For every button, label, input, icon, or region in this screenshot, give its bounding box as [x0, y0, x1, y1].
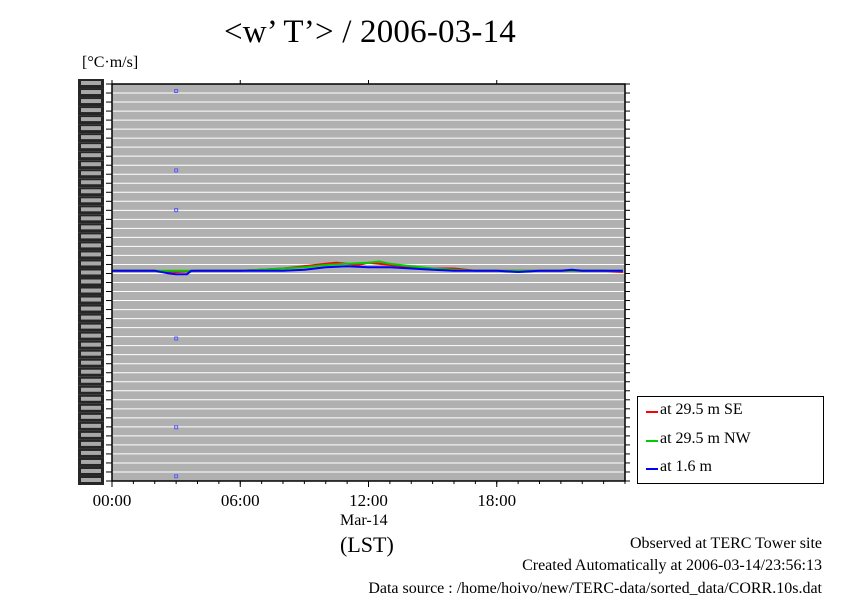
- footer-source: Data source : /home/hoivo/new/TERC-data/…: [368, 580, 822, 597]
- y-tick-label-clutter: [81, 135, 101, 140]
- y-tick-label-clutter: [81, 405, 101, 410]
- y-tick-labels: [78, 79, 104, 485]
- y-tick-label-clutter: [81, 81, 101, 85]
- y-tick-label-clutter: [81, 198, 101, 203]
- outlier-point: [174, 168, 179, 173]
- y-tick-label-clutter: [81, 207, 101, 212]
- y-tick-label-clutter: [81, 288, 101, 293]
- y-tick-label-clutter: [81, 342, 101, 347]
- y-tick-label-clutter: [81, 90, 101, 95]
- legend-swatch-nw: [646, 440, 658, 442]
- legend-swatch-se: [646, 411, 658, 413]
- y-tick-label-clutter: [81, 171, 101, 176]
- y-tick-label-clutter: [81, 270, 101, 275]
- y-tick-label-clutter: [81, 306, 101, 311]
- y-axis-unit-label: [°C·m/s]: [82, 54, 139, 71]
- y-tick-label-clutter: [81, 297, 101, 302]
- y-tick-label-clutter: [81, 423, 101, 428]
- y-tick-label-clutter: [81, 315, 101, 320]
- outlier-points: [174, 89, 179, 479]
- y-tick-label-clutter: [81, 333, 101, 338]
- y-tick-label-clutter: [81, 189, 101, 194]
- y-tick-label-clutter: [81, 387, 101, 392]
- y-tick-label-clutter: [81, 225, 101, 230]
- plot-frame: [111, 83, 626, 482]
- y-tick-label-clutter: [81, 153, 101, 158]
- x-tick-label: 18:00: [477, 491, 516, 510]
- y-tick-label-clutter: [81, 432, 101, 437]
- outlier-point: [174, 425, 179, 430]
- outlier-point: [174, 474, 179, 479]
- y-tick-label-clutter: [81, 478, 101, 482]
- y-tick-label-clutter: [81, 396, 101, 401]
- y-tick-label-clutter: [81, 126, 101, 131]
- y-tick-label-clutter: [81, 369, 101, 374]
- y-tick-label-clutter: [81, 234, 101, 239]
- y-tick-label-clutter: [81, 216, 101, 221]
- x-axis-date-label: Mar-14: [340, 512, 388, 529]
- chart-title: <w’ T’> / 2006-03-14: [223, 14, 517, 50]
- y-tick-label-clutter: [81, 99, 101, 104]
- y-tick-label-clutter: [81, 324, 101, 329]
- y-tick-label-clutter: [81, 351, 101, 356]
- legend-label-1-6m: at 1.6 m: [660, 458, 712, 475]
- y-tick-label-clutter: [81, 108, 101, 113]
- footer-created: Created Automatically at 2006-03-14/23:5…: [522, 557, 822, 574]
- x-tick-label: 12:00: [349, 491, 388, 510]
- y-tick-label-clutter: [81, 378, 101, 383]
- y-tick-label-clutter: [81, 243, 101, 248]
- axis-ticks: [106, 80, 630, 487]
- y-tick-label-clutter: [81, 252, 101, 257]
- footer-observed: Observed at TERC Tower site: [629, 535, 822, 552]
- x-axis-label: (LST): [340, 532, 394, 557]
- y-tick-label-clutter: [81, 180, 101, 185]
- y-tick-label-clutter: [81, 144, 101, 149]
- x-tick-labels: 00:00 06:00 12:00 18:00: [93, 491, 516, 510]
- series-line: [112, 265, 623, 276]
- y-tick-label-clutter: [81, 261, 101, 266]
- y-tick-label-clutter: [81, 360, 101, 365]
- y-tick-label-clutter: [81, 459, 101, 464]
- outlier-point: [174, 336, 179, 341]
- x-tick-label: 06:00: [221, 491, 260, 510]
- legend-swatch-1-6m: [646, 468, 658, 470]
- y-tick-label-clutter: [81, 450, 101, 455]
- x-tick-label: 00:00: [93, 491, 132, 510]
- y-tick-label-clutter: [81, 468, 101, 473]
- y-tick-label-clutter: [81, 117, 101, 122]
- legend: at 29.5 m SE at 29.5 m NW at 1.6 m: [637, 396, 824, 484]
- legend-label-se: at 29.5 m SE: [660, 401, 743, 418]
- y-tick-label-clutter: [81, 162, 101, 167]
- y-tick-label-clutter: [81, 414, 101, 419]
- y-tick-label-clutter: [81, 279, 101, 284]
- series-lines: [112, 260, 623, 276]
- outlier-point: [174, 89, 179, 94]
- grid-lines: [112, 92, 625, 473]
- y-tick-label-clutter: [81, 441, 101, 446]
- legend-label-nw: at 29.5 m NW: [660, 430, 751, 447]
- outlier-point: [174, 208, 179, 213]
